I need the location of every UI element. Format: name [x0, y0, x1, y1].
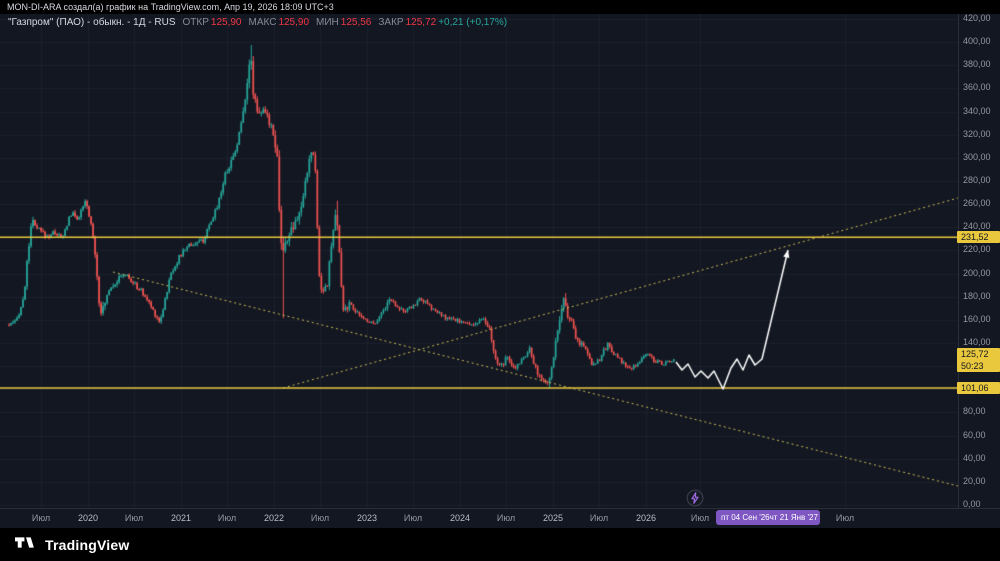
time-tick: Июл	[589, 513, 609, 523]
top-bar: MON-DI-ARA создал(а) график на TradingVi…	[0, 0, 1000, 14]
legend-close-label: ЗАКР	[378, 17, 404, 28]
support-price-text: 101,06	[961, 383, 989, 394]
price-tick: 260,00	[963, 198, 991, 209]
price-tick: 380,00	[963, 59, 991, 70]
time-tick: Июл	[124, 513, 144, 523]
time-tick: Июл	[496, 513, 516, 523]
price-tick: 360,00	[963, 82, 991, 93]
legend: "Газпром" (ПАО) - обыкн. - 1Д - RUS ОТКР 1…	[8, 17, 507, 28]
price-tick: 180,00	[963, 290, 991, 301]
time-tick: 2021	[170, 513, 192, 523]
legend-high-value: 125,90	[278, 17, 310, 28]
time-tick: 2024	[449, 513, 471, 523]
price-tick: 340,00	[963, 105, 991, 116]
price-tick: 0,00	[963, 499, 981, 509]
price-axis[interactable]: 420,00 400,00 380,00 360,00 340,00 320,00 300,…	[958, 13, 1000, 509]
time-tick: Июл	[690, 513, 710, 523]
time-tick: 2026	[635, 513, 657, 523]
price-tick: 160,00	[963, 313, 991, 324]
legend-change-value: +0,21 (+0,17%)	[438, 17, 508, 28]
price-tick: 240,00	[963, 221, 991, 232]
time-tick: Июл	[310, 513, 330, 523]
time-tick: Июл	[217, 513, 237, 523]
tradingview-wordmark: TradingView	[45, 536, 130, 553]
price-label-last: 125,72 50:23	[957, 347, 1000, 372]
price-tick: 40,00	[963, 452, 986, 463]
legend-high-label: МАКС	[248, 17, 277, 28]
price-tick: 60,00	[963, 429, 986, 440]
price-label-resistance: 231,52	[957, 231, 1000, 244]
time-tick: Июл	[31, 513, 51, 523]
price-tick: 420,00	[963, 13, 991, 24]
legend-low-value: 125,56	[340, 17, 372, 28]
resistance-price-text: 231,52	[961, 232, 989, 243]
time-axis[interactable]: Июл 2020 Июл 2021 Июл 2022 Июл 2023 Июл 2024 Июл 20…	[0, 508, 1000, 529]
time-tick: 2020	[77, 513, 99, 523]
time-tick: 2023	[356, 513, 378, 523]
footer-bar: TradingView	[0, 528, 1000, 561]
range-to-date: чт 21 Янв '27	[769, 513, 818, 522]
time-tick: Июл	[403, 513, 423, 523]
last-price-text: 125,72	[961, 348, 989, 359]
range-from-date: пт 04 Сен '26	[721, 513, 770, 522]
tradingview-logo-icon	[15, 537, 34, 548]
time-tick: 2022	[263, 513, 285, 523]
bar-countdown: 50:23	[961, 360, 984, 371]
price-tick: 140,00	[963, 337, 991, 348]
top-bar-text: MON-DI-ARA создал(а) график на TradingVi…	[7, 2, 334, 12]
price-tick: 400,00	[963, 36, 991, 47]
legend-low-label: МИН	[316, 17, 339, 28]
tradingview-logo[interactable]: TradingView	[15, 537, 129, 553]
symbol-description[interactable]: "Газпром" (ПАО) - обыкн. - 1Д - RUS	[8, 17, 176, 28]
time-tick: Июл	[835, 513, 855, 523]
price-label-support: 101,06	[957, 382, 1000, 395]
price-tick: 80,00	[963, 406, 986, 417]
price-tick: 200,00	[963, 267, 991, 278]
legend-open-label: ОТКР	[182, 17, 209, 28]
price-tick: 300,00	[963, 151, 991, 162]
price-tick: 280,00	[963, 175, 991, 186]
time-tick: 2025	[542, 513, 564, 523]
lightning-icon[interactable]	[686, 489, 704, 507]
price-tick: 220,00	[963, 244, 991, 255]
price-tick: 320,00	[963, 128, 991, 139]
date-range-label: пт 04 Сен '26 чт 21 Янв '27	[716, 510, 820, 525]
legend-close-value: 125,72	[405, 17, 437, 28]
legend-open-value: 125,90	[210, 17, 242, 28]
price-tick: 20,00	[963, 475, 986, 486]
